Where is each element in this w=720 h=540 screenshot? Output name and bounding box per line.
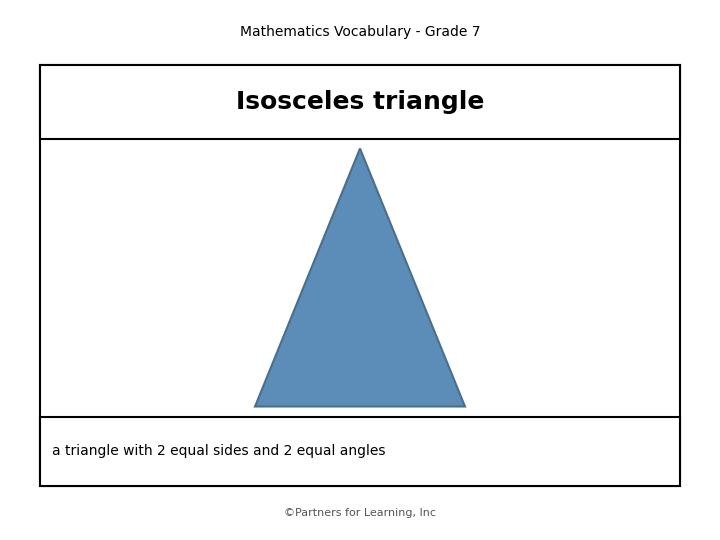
Text: Mathematics Vocabulary - Grade 7: Mathematics Vocabulary - Grade 7: [240, 25, 480, 39]
Bar: [40, 65, 680, 486]
Text: ©Partners for Learning, Inc: ©Partners for Learning, Inc: [284, 508, 436, 518]
Bar: [40, 65, 680, 138]
Polygon shape: [255, 148, 465, 407]
Text: a triangle with 2 equal sides and 2 equal angles: a triangle with 2 equal sides and 2 equa…: [52, 444, 385, 458]
Text: Isosceles triangle: Isosceles triangle: [236, 90, 484, 113]
Bar: [40, 416, 680, 486]
